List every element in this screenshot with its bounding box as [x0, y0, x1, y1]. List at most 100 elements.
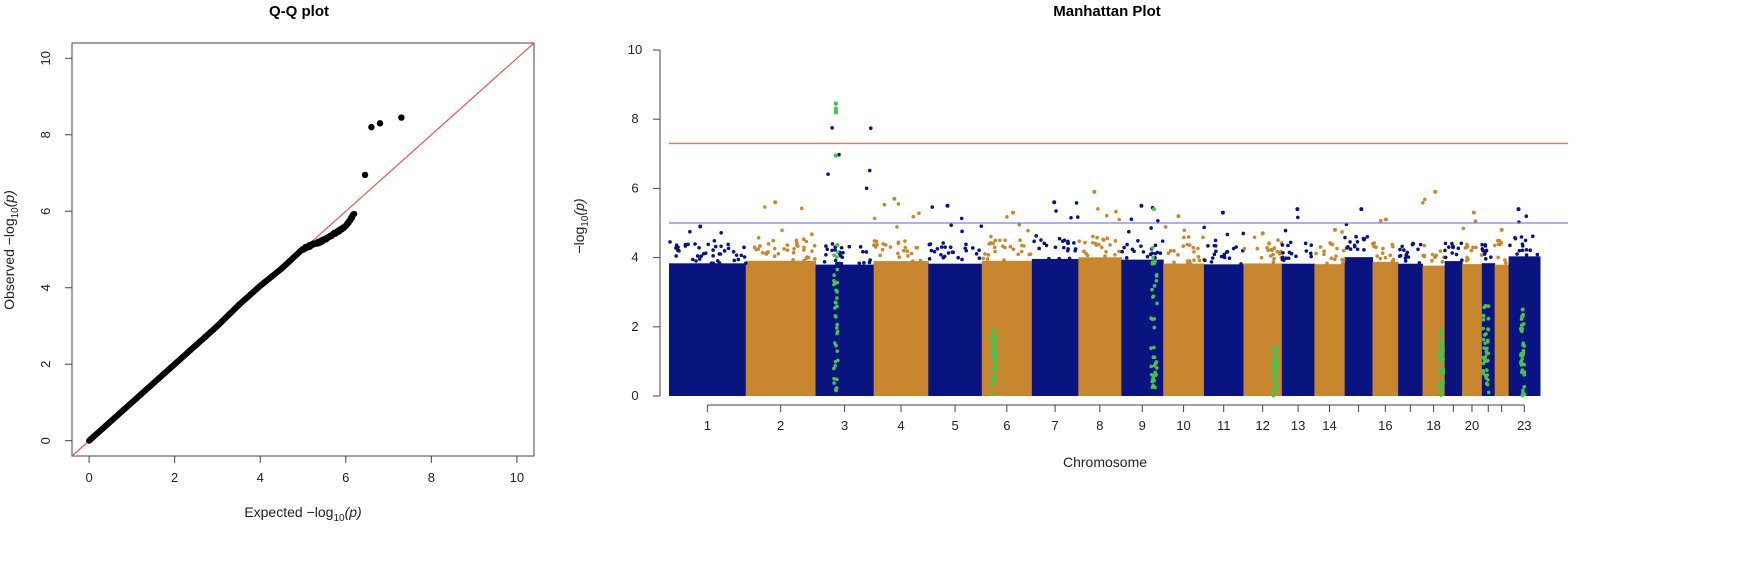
manhattan-point	[1402, 248, 1406, 252]
manhattan-point	[686, 242, 690, 247]
manhattan-point	[1295, 215, 1300, 220]
manhattan-highlight-point	[1521, 343, 1525, 348]
manhattan-point	[732, 258, 737, 263]
manhattan-highlight-point	[1271, 393, 1276, 398]
manhattan-point	[718, 252, 723, 256]
manhattan-point	[1039, 238, 1043, 242]
manhattan-point	[1417, 260, 1422, 265]
manhattan-point	[1524, 214, 1529, 219]
manhattan-point	[1186, 235, 1191, 239]
manhattan-point	[1182, 235, 1186, 240]
manhattan-point	[771, 238, 776, 243]
manhattan-point	[1122, 245, 1126, 250]
manhattan-y-tick-label: 2	[631, 319, 638, 334]
manhattan-point	[694, 259, 698, 263]
manhattan-point	[813, 257, 817, 261]
manhattan-point	[1077, 239, 1082, 244]
manhattan-point	[1269, 247, 1274, 252]
manhattan-highlight-point	[1519, 323, 1524, 327]
manhattan-point	[868, 126, 873, 131]
manhattan-highlight-point	[1521, 388, 1525, 393]
manhattan-point	[1322, 249, 1326, 254]
manhattan-point	[1465, 255, 1469, 260]
manhattan-point	[1523, 238, 1528, 243]
manhattan-point	[1149, 226, 1153, 230]
manhattan-point	[802, 245, 806, 250]
manhattan-point	[1259, 255, 1264, 260]
manhattan-point	[1242, 246, 1247, 251]
manhattan-point	[1225, 232, 1230, 237]
qq-y-axis: 0 2 4 6 8 10	[38, 51, 72, 444]
manhattan-point	[758, 244, 762, 248]
manhattan-highlight-point	[1151, 295, 1155, 299]
manhattan-point	[1083, 240, 1087, 245]
manhattan-point	[1456, 246, 1461, 251]
manhattan-peak-point	[1260, 231, 1265, 236]
manhattan-x-tick-label: 9	[1139, 418, 1146, 433]
manhattan-highlight-peak	[992, 328, 997, 333]
manhattan-point	[1280, 243, 1285, 247]
manhattan-point	[1019, 249, 1024, 254]
manhattan-point	[939, 252, 943, 257]
manhattan-point	[964, 242, 968, 247]
manhattan-point	[1370, 241, 1375, 246]
manhattan-point	[918, 258, 923, 263]
manhattan-point	[872, 243, 876, 247]
manhattan-point	[1343, 235, 1347, 240]
manhattan-point	[1002, 258, 1006, 262]
qq-x-tick-label: 8	[428, 470, 435, 485]
manhattan-highlight-point	[1274, 363, 1279, 368]
manhattan-point	[697, 245, 701, 250]
manhattan-point	[701, 251, 706, 256]
manhattan-point	[1061, 245, 1066, 250]
manhattan-point	[1430, 252, 1435, 257]
manhattan-point	[1391, 257, 1396, 262]
manhattan-peak-point	[1451, 245, 1456, 250]
manhattan-point	[706, 242, 711, 247]
qq-x-tick-label: 6	[342, 470, 349, 485]
manhattan-highlight-point	[1274, 354, 1279, 359]
manhattan-chromosome-band	[1398, 263, 1424, 396]
manhattan-point	[1214, 249, 1218, 254]
manhattan-point	[997, 238, 1002, 243]
qq-y-tick-label: 8	[38, 131, 53, 138]
manhattan-highlight-point	[835, 322, 839, 327]
manhattan-point	[981, 256, 986, 261]
qq-x-tick-label: 2	[171, 470, 178, 485]
manhattan-highlight-point	[1149, 346, 1153, 351]
manhattan-point	[1158, 251, 1163, 255]
manhattan-peak-point	[1139, 203, 1144, 208]
manhattan-highlight-point	[1481, 371, 1486, 376]
manhattan-point	[1097, 242, 1101, 247]
manhattan-point	[1239, 262, 1243, 266]
manhattan-highlight-point	[994, 334, 999, 339]
manhattan-point	[868, 258, 872, 262]
manhattan-point	[943, 245, 947, 249]
manhattan-point	[880, 247, 885, 252]
manhattan-highlight-point	[1271, 375, 1276, 379]
manhattan-highlight-point	[1440, 371, 1445, 375]
manhattan-point	[939, 245, 944, 249]
manhattan-y-label-prefix: −log	[571, 227, 587, 254]
manhattan-point	[1172, 249, 1176, 253]
manhattan-x-tick-label: 12	[1255, 418, 1269, 433]
manhattan-point	[896, 240, 901, 245]
manhattan-peak-point	[1471, 210, 1476, 215]
manhattan-top-hit-point	[833, 101, 839, 106]
manhattan-point	[1520, 244, 1525, 248]
manhattan-point	[1095, 235, 1099, 240]
manhattan-point	[1400, 244, 1404, 249]
manhattan-point	[1530, 234, 1535, 239]
manhattan-peak-point	[1411, 241, 1416, 246]
manhattan-x-label: Chromosome	[1063, 454, 1147, 470]
manhattan-point	[695, 254, 700, 258]
manhattan-point	[1341, 258, 1346, 262]
manhattan-point	[1017, 222, 1022, 227]
manhattan-point	[804, 239, 809, 244]
manhattan-point	[1132, 249, 1136, 254]
manhattan-highlight-point	[1481, 314, 1486, 318]
qq-y-tick-label: 0	[38, 437, 53, 444]
qq-x-axis: 0 2 4 6 8 10	[85, 455, 524, 485]
